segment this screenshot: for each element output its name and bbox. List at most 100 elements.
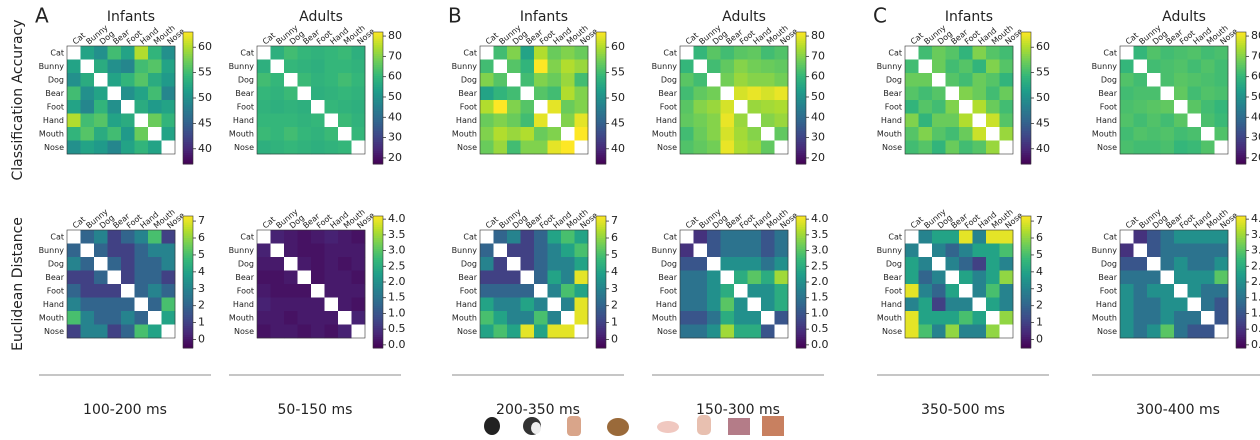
heatmap-cell bbox=[338, 298, 352, 312]
heatmap-cell bbox=[946, 298, 960, 312]
row-label: Foot bbox=[660, 286, 677, 295]
heatmap-cell bbox=[946, 257, 960, 271]
heatmap-cell bbox=[905, 127, 919, 141]
row-label: Bear bbox=[1098, 89, 1117, 98]
row-label: Cat bbox=[50, 232, 64, 241]
diagonal-cell bbox=[561, 311, 575, 325]
colorbar-tick-label: 80 bbox=[388, 29, 402, 42]
diagonal-cell bbox=[721, 271, 735, 285]
heatmap-cell bbox=[548, 46, 562, 60]
diagonal-cell bbox=[94, 257, 108, 271]
diagonal-cell bbox=[494, 60, 508, 74]
heatmap-cell bbox=[734, 87, 748, 101]
diagonal-cell bbox=[973, 298, 987, 312]
heatmap-cell bbox=[121, 257, 135, 271]
diagonal-cell bbox=[534, 100, 548, 114]
heatmap-cell bbox=[748, 271, 762, 285]
heatmap-cell bbox=[1201, 141, 1215, 155]
heatmap-cell bbox=[94, 298, 108, 312]
heatmap-cell bbox=[932, 284, 946, 298]
heatmap-cell bbox=[734, 73, 748, 87]
row-label: Hand bbox=[881, 300, 902, 309]
row-label: Mouth bbox=[229, 313, 254, 322]
heatmap-cell bbox=[680, 73, 694, 87]
heatmap-cell bbox=[973, 230, 987, 244]
heatmap-cell bbox=[561, 100, 575, 114]
heatmap-cell bbox=[973, 46, 987, 60]
heatmap-cell bbox=[108, 100, 122, 114]
heatmap-cell bbox=[680, 100, 694, 114]
heatmap-cell bbox=[748, 46, 762, 60]
heatmap-cell bbox=[352, 127, 366, 141]
heatmap-cell bbox=[494, 100, 508, 114]
heatmap-cell bbox=[67, 311, 81, 325]
row-label: Hand bbox=[233, 116, 254, 125]
colorbar-tick-label: 0.5 bbox=[1251, 322, 1260, 335]
heatmap-cell bbox=[1174, 141, 1188, 155]
heatmap-cell bbox=[734, 257, 748, 271]
heatmap-cell bbox=[748, 284, 762, 298]
heatmap-cell bbox=[775, 230, 789, 244]
heatmap-cell bbox=[67, 298, 81, 312]
heatmap-cell bbox=[548, 325, 562, 339]
colorbar-tick-label: 3.0 bbox=[811, 244, 829, 257]
heatmap-cell bbox=[352, 311, 366, 325]
row-label: Hand bbox=[656, 300, 677, 309]
heatmap-cell bbox=[761, 46, 775, 60]
row-label: Foot bbox=[237, 286, 254, 295]
heatmap-cell bbox=[905, 73, 919, 87]
heatmap-cell bbox=[311, 141, 325, 155]
heatmap-cell bbox=[919, 230, 933, 244]
heatmap-cell bbox=[352, 100, 366, 114]
heatmap-cell bbox=[775, 114, 789, 128]
heatmap-cell bbox=[748, 325, 762, 339]
heatmap-cell bbox=[986, 114, 1000, 128]
heatmap-cell bbox=[748, 230, 762, 244]
heatmap-cell bbox=[298, 114, 312, 128]
heatmap-cell bbox=[946, 100, 960, 114]
heatmap-cell bbox=[1134, 230, 1148, 244]
heatmap-cell bbox=[271, 87, 285, 101]
heatmap-cell bbox=[973, 325, 987, 339]
heatmap-cell bbox=[284, 230, 298, 244]
heatmap-cell bbox=[494, 114, 508, 128]
colorbar-tick-label: 45 bbox=[198, 116, 212, 129]
heatmap-cell bbox=[694, 141, 708, 155]
heatmap-cell bbox=[775, 100, 789, 114]
colorbar-tick-label: 2.5 bbox=[811, 259, 829, 272]
row-label: Hand bbox=[233, 300, 254, 309]
heatmap-cell bbox=[548, 257, 562, 271]
heatmap-cell bbox=[108, 60, 122, 74]
heatmap-cell bbox=[959, 244, 973, 258]
diagonal-cell bbox=[480, 230, 494, 244]
colorbar-tick-label: 40 bbox=[198, 142, 212, 155]
heatmap-cell bbox=[162, 73, 176, 87]
heatmap-cell bbox=[94, 60, 108, 74]
heatmap-cell bbox=[480, 114, 494, 128]
diagonal-cell bbox=[761, 311, 775, 325]
heatmap-cell bbox=[121, 271, 135, 285]
diagonal-cell bbox=[298, 87, 312, 101]
colorbar-tick-label: 55 bbox=[198, 66, 212, 79]
heatmap-cell bbox=[761, 257, 775, 271]
heatmap-cell bbox=[67, 141, 81, 155]
heatmap-cell bbox=[919, 141, 933, 155]
heatmap-cell bbox=[271, 73, 285, 87]
heatmap-cell bbox=[81, 298, 95, 312]
colorbar-tick-label: 2.0 bbox=[1251, 275, 1260, 288]
row-label: Nose bbox=[882, 327, 902, 336]
heatmap-cell bbox=[680, 271, 694, 285]
heatmap-cell bbox=[284, 284, 298, 298]
heatmap-cell bbox=[548, 87, 562, 101]
heatmap-cell bbox=[352, 257, 366, 271]
heatmap-cell bbox=[507, 325, 521, 339]
heatmap-cell bbox=[257, 114, 271, 128]
row-label: Foot bbox=[47, 102, 64, 111]
heatmap-cell bbox=[775, 244, 789, 258]
heatmap-cell bbox=[311, 311, 325, 325]
heatmap-cell bbox=[761, 87, 775, 101]
heatmap-cell bbox=[480, 100, 494, 114]
heatmap-cell bbox=[271, 100, 285, 114]
diagonal-cell bbox=[548, 114, 562, 128]
row-label: Bunny bbox=[652, 62, 678, 71]
